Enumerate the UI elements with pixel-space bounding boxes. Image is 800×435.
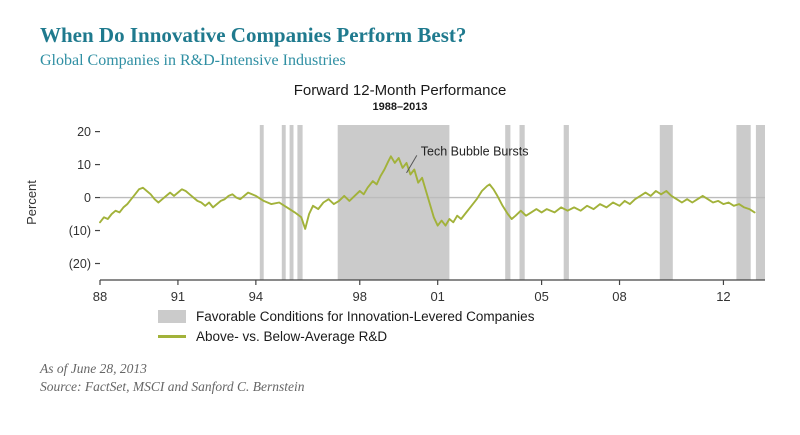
y-tick-label: 10 — [77, 158, 91, 172]
performance-line-chart: 20 10 0 (10) (20) 88 91 94 98 01 05 08 12 Percent Tech… — [24, 125, 765, 304]
favorable-conditions-band — [297, 125, 303, 281]
annotation-pointer-line — [406, 155, 418, 174]
source-note: Source: FactSet, MSCI and Sanford C. Ber… — [40, 379, 305, 395]
favorable-conditions-band — [337, 125, 450, 281]
chart-title: Forward 12-Month Performance — [293, 82, 507, 100]
favorable-conditions-band — [659, 125, 673, 281]
favorable-conditions-band — [281, 125, 286, 281]
legend-label: Above- vs. Below-Average R&D — [196, 329, 388, 345]
x-tick-label: 88 — [93, 289, 107, 304]
favorable-conditions-band — [519, 125, 525, 281]
page-title: When Do Innovative Companies Perform Bes… — [40, 23, 467, 47]
x-tick-label: 05 — [534, 289, 548, 304]
favorable-band-swatch — [158, 310, 186, 324]
page-header: When Do Innovative Companies Perform Bes… — [0, 0, 800, 70]
chart-date-range: 1988–2013 — [372, 101, 428, 114]
x-tick-label: 12 — [716, 289, 730, 304]
x-tick-label: 01 — [430, 289, 444, 304]
tech-bubble-annotation: Tech Bubble Bursts — [421, 144, 529, 158]
rd-line-swatch — [158, 335, 186, 339]
favorable-conditions-band — [505, 125, 511, 281]
x-tick-label: 98 — [353, 289, 367, 304]
favorable-conditions-band — [289, 125, 294, 281]
y-axis-title: Percent — [24, 180, 39, 225]
favorable-conditions-band — [259, 125, 264, 281]
page-subtitle: Global Companies in R&D-Intensive Indust… — [40, 52, 346, 70]
legend-label: Favorable Conditions for Innovation-Leve… — [196, 309, 535, 325]
y-tick-label: 20 — [77, 125, 91, 139]
x-tick-label: 94 — [249, 289, 263, 304]
x-tick-label: 91 — [171, 289, 185, 304]
y-tick-label: (20) — [69, 257, 91, 271]
y-tick-label: (10) — [69, 224, 91, 238]
favorable-conditions-band — [563, 125, 569, 281]
favorable-conditions-band — [755, 125, 765, 281]
rd-performance-line — [99, 155, 756, 230]
favorable-conditions-band — [736, 125, 751, 281]
chart-region: Forward 12-Month Performance 1988–2013 2… — [0, 82, 800, 307]
x-tick-label: 08 — [612, 289, 626, 304]
legend-item-favorable-conditions: Favorable Conditions for Innovation-Leve… — [158, 309, 800, 324]
y-tick-label: 0 — [84, 191, 91, 205]
chart-legend: Favorable Conditions for Innovation-Leve… — [158, 309, 800, 344]
legend-item-rd-line: Above- vs. Below-Average R&D — [158, 329, 800, 344]
chart-footer: As of June 28, 2013 Source: FactSet, MSC… — [40, 360, 800, 396]
as-of-date: As of June 28, 2013 — [40, 361, 147, 377]
